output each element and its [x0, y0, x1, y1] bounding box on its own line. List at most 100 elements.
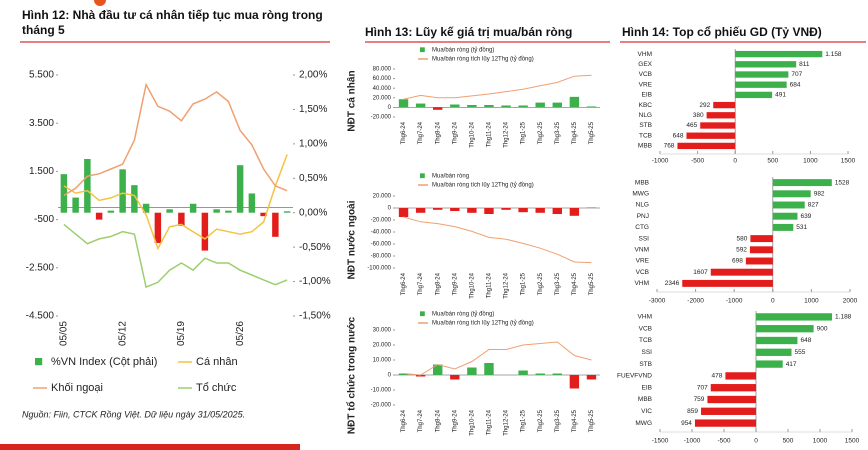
bar	[735, 81, 787, 88]
category-label: NLG	[639, 112, 652, 119]
x-tick-label: Thg12-24	[504, 409, 510, 435]
x-tick-label: Thg3-25	[555, 272, 561, 295]
category-label: SSI	[642, 349, 653, 356]
legend-swatch	[420, 47, 425, 53]
y-tick-label: 0	[388, 206, 392, 212]
x-tick-label: Thg1-25	[521, 121, 527, 144]
x-tick-label: -500	[691, 158, 704, 165]
x-tick-label: Thg7-24	[418, 409, 424, 432]
x-tick-label: 05/05	[59, 321, 70, 346]
bar	[772, 212, 798, 220]
x-tick-label: Thg12-24	[504, 121, 510, 147]
x-tick-label: 1000	[804, 298, 819, 305]
category-label: TCB	[639, 337, 652, 344]
bar	[735, 71, 789, 78]
category-label: STB	[639, 122, 652, 129]
bar	[756, 313, 833, 321]
y2-tick-label: 0,50%	[299, 173, 327, 184]
bar	[415, 208, 426, 213]
category-label: VIC	[641, 408, 652, 415]
bar	[450, 104, 460, 108]
y-tick-label: -20.000	[371, 218, 392, 224]
category-label: VHM	[638, 314, 652, 321]
bar	[701, 407, 756, 415]
value-label: 491	[775, 92, 786, 99]
bar	[178, 212, 185, 226]
value-label: 684	[790, 81, 801, 88]
line	[63, 154, 288, 251]
value-label: 292	[699, 102, 710, 109]
category-label: VCB	[636, 269, 649, 276]
bar	[154, 212, 162, 244]
bar	[772, 179, 832, 187]
bar	[535, 373, 545, 375]
x-tick-label: 2000	[843, 298, 858, 305]
x-tick-label: Thg4-25	[572, 121, 578, 144]
x-tick-label: 1000	[803, 158, 818, 165]
bar	[518, 370, 528, 375]
bar	[131, 185, 138, 213]
x-tick-label: -1000	[726, 298, 743, 305]
line	[403, 74, 592, 100]
bar	[398, 208, 409, 217]
x-tick-label: 500	[783, 438, 794, 445]
x-tick-label: Thg6-24	[401, 121, 407, 144]
value-label: 827	[808, 202, 819, 209]
bar	[552, 373, 562, 375]
value-label: 2346	[665, 280, 680, 287]
x-tick-label: Thg4-25	[572, 409, 578, 432]
category-label: TCB	[639, 132, 652, 139]
y2-tick-label: -1,00%	[299, 276, 331, 287]
x-tick-label: Thg1-25	[521, 272, 527, 295]
bar	[467, 208, 477, 213]
x-tick-label: 05/12	[117, 321, 128, 346]
y-tick-label: -20.000	[371, 115, 392, 121]
bar	[713, 101, 736, 109]
value-label: 707	[697, 384, 708, 391]
category-label: SSI	[639, 235, 650, 242]
x-tick-label: -2000	[687, 298, 704, 305]
x-tick-label: Thg10-24	[469, 121, 475, 147]
y-tick-label: -500	[34, 214, 54, 225]
x-tick-label: Thg8-24	[435, 121, 441, 144]
bar	[710, 268, 773, 276]
x-tick-label: Thg2-25	[538, 121, 544, 144]
legend-label: Mua/bán ròng	[432, 174, 469, 180]
line	[63, 223, 288, 289]
x-tick-label: Thg5-25	[589, 272, 595, 295]
bar	[707, 395, 756, 404]
y2-tick-label: 0,00%	[299, 207, 327, 218]
bar	[398, 373, 409, 375]
bar	[225, 210, 232, 213]
x-tick-label: Thg11-24	[487, 272, 493, 298]
bar	[272, 212, 279, 237]
y2-tick-label: 1,50%	[299, 104, 327, 115]
bar	[677, 142, 736, 150]
bar	[706, 112, 736, 119]
bar	[484, 363, 494, 375]
x-tick-label: 0	[733, 158, 737, 165]
bar	[60, 174, 68, 213]
value-label: 900	[817, 325, 828, 332]
bar	[484, 105, 494, 108]
category-label: EIB	[642, 92, 652, 99]
x-tick-label: Thg10-24	[469, 272, 475, 298]
y-tick-label: 3.500	[29, 118, 54, 129]
category-label: CTG	[635, 224, 649, 231]
chart-title: Hình 14: Top cổ phiếu GD (Tỷ VNĐ)	[622, 25, 822, 39]
bar	[213, 209, 220, 213]
y-tick-label: 20.000	[373, 343, 392, 349]
y-tick-label: -4.500	[26, 311, 55, 322]
bar	[745, 257, 773, 265]
category-label: KBC	[639, 102, 653, 109]
x-tick-label: 05/26	[235, 321, 246, 346]
value-label: 707	[791, 71, 802, 78]
bar	[535, 208, 545, 213]
y-tick-label: -80.000	[371, 254, 392, 260]
y-tick-label: 80.000	[373, 67, 392, 73]
category-label: VHM	[635, 280, 649, 287]
category-label: FUEVFVND	[617, 373, 652, 380]
y-tick-label: 30.000	[373, 328, 392, 334]
x-tick-label: Thg10-24	[469, 409, 475, 435]
bar	[248, 193, 256, 213]
